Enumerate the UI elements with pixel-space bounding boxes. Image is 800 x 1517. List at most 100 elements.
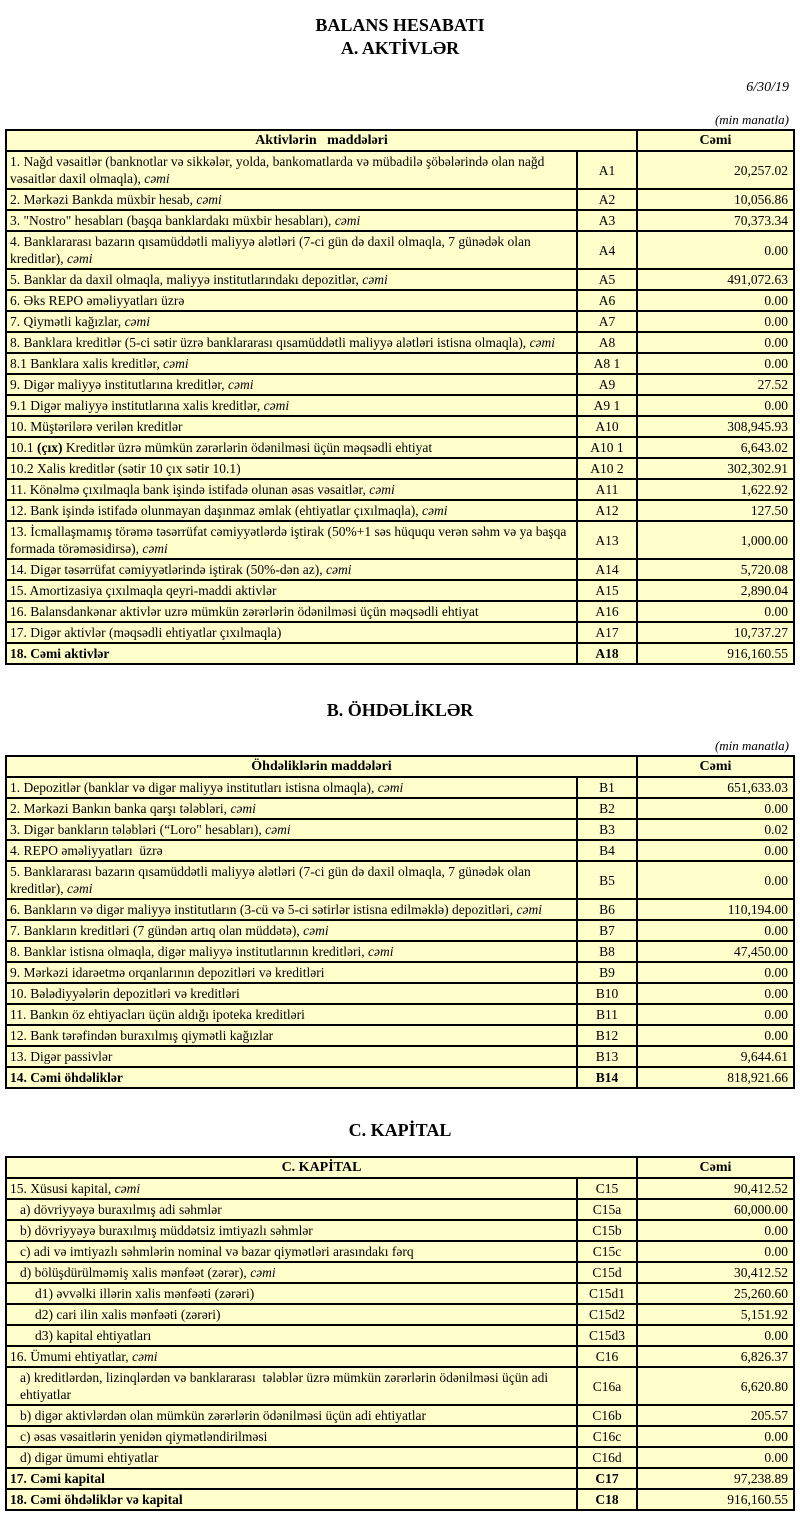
capital-total-header: Cəmi <box>636 1156 795 1179</box>
row-value: 0.02 <box>636 818 795 841</box>
row-label: 15. Xüsusi kapital, cəmi <box>5 1177 578 1200</box>
table-row: 9. Digər maliyyə institutlarına kreditlə… <box>5 373 795 396</box>
row-code: C17 <box>575 1467 639 1490</box>
table-row: 11. Bankın öz ehtiyacları üçün aldığı ip… <box>5 1003 795 1026</box>
assets-total-header: Cəmi <box>636 129 795 152</box>
row-code: B5 <box>575 860 639 900</box>
row-label: 2. Mərkəzi Bankın banka qarşı tələbləri,… <box>5 797 578 820</box>
row-label: 9. Mərkəzi idarəetmə orqanlarının depozi… <box>5 961 578 984</box>
row-label: 13. Digər passivlər <box>5 1045 578 1068</box>
table-row: d3) kapital ehtiyatları C15d3 0.00 <box>5 1324 795 1347</box>
row-value: 70,373.34 <box>636 209 795 232</box>
row-value: 90,412.52 <box>636 1177 795 1200</box>
row-label: 9. Digər maliyyə institutlarına kreditlə… <box>5 373 578 396</box>
row-code: A9 <box>575 373 639 396</box>
row-label: 12. Bank tərəfindən buraxılmış qiymətli … <box>5 1024 578 1047</box>
row-code: B7 <box>575 919 639 942</box>
row-code: B2 <box>575 797 639 820</box>
row-code: C16c <box>575 1425 639 1448</box>
row-code: C15d <box>575 1261 639 1284</box>
assets-items-header: Aktivlərin maddələri <box>5 129 638 152</box>
row-value: 0.00 <box>636 1219 795 1242</box>
row-label: 7. Bankların kreditləri (7 gündən artıq … <box>5 919 578 942</box>
row-label: 9.1 Digər maliyyə institutlarına xalis k… <box>5 394 578 417</box>
row-code: B12 <box>575 1024 639 1047</box>
row-code: A11 <box>575 478 639 501</box>
section-c-title: C. KAPİTAL <box>348 1120 452 1140</box>
row-value: 0.00 <box>636 982 795 1005</box>
table-row: 5. Banklar da daxil olmaqla, maliyyə ins… <box>5 268 795 291</box>
row-label: 10. Bələdiyyələrin depozitləri və kredit… <box>5 982 578 1005</box>
row-value: 818,921.66 <box>636 1066 795 1089</box>
row-value: 10,737.27 <box>636 621 795 644</box>
row-value: 0.00 <box>636 1024 795 1047</box>
row-code: B14 <box>575 1066 639 1089</box>
table-row: 7. Bankların kreditləri (7 gündən artıq … <box>5 919 795 942</box>
row-code: A10 2 <box>575 457 639 480</box>
row-label: 7. Qiymətli kağızlar, cəmi <box>5 310 578 333</box>
row-code: B9 <box>575 961 639 984</box>
row-label: a) dövriyyəyə buraxılmış adi səhmlər <box>5 1198 578 1221</box>
row-label: d3) kapital ehtiyatları <box>5 1324 578 1347</box>
table-row: 3. "Nostro" hesabları (başqa banklardakı… <box>5 209 795 232</box>
row-value: 5,720.08 <box>636 558 795 581</box>
table-row: 10.2 Xalis kreditlər (sətir 10 çıx sətir… <box>5 457 795 480</box>
row-label: b) digər aktivlərdən olan mümkün zərərlə… <box>5 1404 578 1427</box>
row-code: C15d1 <box>575 1282 639 1305</box>
row-label: d1) əvvəlki illərin xalis mənfəəti (zərə… <box>5 1282 578 1305</box>
row-code: A4 <box>575 230 639 270</box>
spacer <box>5 1142 795 1156</box>
row-value: 0.00 <box>636 230 795 270</box>
table-row: a) kreditlərdən, lizinqlərdən və banklar… <box>5 1366 795 1406</box>
document-title: BALANS HESABATI <box>315 15 485 35</box>
row-code: B3 <box>575 818 639 841</box>
row-label: 11. Bankın öz ehtiyacları üçün aldığı ip… <box>5 1003 578 1026</box>
document-title-block: BALANS HESABATI A. AKTİVLƏR <box>5 14 795 60</box>
row-label: 18. Cəmi öhdəliklər və kapital <box>5 1488 578 1511</box>
assets-table: Aktivlərin maddələri Cəmi 1. Nağd vəsait… <box>5 129 795 665</box>
row-value: 110,194.00 <box>636 898 795 921</box>
row-value: 60,000.00 <box>636 1198 795 1221</box>
table-row: 2. Mərkəzi Bankın banka qarşı tələbləri,… <box>5 797 795 820</box>
row-label: a) kreditlərdən, lizinqlərdən və banklar… <box>5 1366 578 1406</box>
row-code: B11 <box>575 1003 639 1026</box>
row-label: 11. Könəlmə çıxılmaqla bank işində istif… <box>5 478 578 501</box>
row-code: C15d2 <box>575 1303 639 1326</box>
row-code: C18 <box>575 1488 639 1511</box>
row-label: 10. Müştərilərə verilən kreditlər <box>5 415 578 438</box>
table-row: b) digər aktivlərdən olan mümkün zərərlə… <box>5 1404 795 1427</box>
table-row: 12. Bank işində istifadə olunmayan daşın… <box>5 499 795 522</box>
section-b-title: B. ÖHDƏLİKLƏR <box>326 700 474 720</box>
row-code: B13 <box>575 1045 639 1068</box>
row-value: 0.00 <box>636 961 795 984</box>
row-label: 3. Digər bankların tələbləri (“Loro" hes… <box>5 818 578 841</box>
unit-note-b: (min manatla) <box>714 738 789 753</box>
unit-note-a: (min manatla) <box>714 112 789 127</box>
row-value: 6,826.37 <box>636 1345 795 1368</box>
row-code: A8 <box>575 331 639 354</box>
row-code: B6 <box>575 898 639 921</box>
row-code: A18 <box>575 642 639 665</box>
capital-table: C. KAPİTAL Cəmi 15. Xüsusi kapital, cəmi… <box>5 1156 795 1511</box>
row-code: A13 <box>575 520 639 560</box>
row-label: 6. Bankların və digər maliyyə institutla… <box>5 898 578 921</box>
table-row: d1) əvvəlki illərin xalis mənfəəti (zərə… <box>5 1282 795 1305</box>
row-label: 1. Nağd vəsaitlər (banknotlar və sikkələ… <box>5 150 578 190</box>
row-value: 1,000.00 <box>636 520 795 560</box>
liabilities-total-header: Cəmi <box>636 755 795 778</box>
row-code: A14 <box>575 558 639 581</box>
row-value: 0.00 <box>636 1425 795 1448</box>
table-row: 11. Könəlmə çıxılmaqla bank işində istif… <box>5 478 795 501</box>
table-row: 6. Bankların və digər maliyyə institutla… <box>5 898 795 921</box>
row-label: 18. Cəmi aktivlər <box>5 642 578 665</box>
row-code: A10 <box>575 415 639 438</box>
row-label: 4. REPO əməliyyatları üzrə <box>5 839 578 862</box>
liabilities-table: Öhdəliklərin maddələri Cəmi 1. Depozitlə… <box>5 755 795 1089</box>
row-value: 0.00 <box>636 839 795 862</box>
row-value: 0.00 <box>636 352 795 375</box>
row-label: 6. Əks REPO əməliyyatları üzrə <box>5 289 578 312</box>
row-label: 16. Ümumi ehtiyatlar, cəmi <box>5 1345 578 1368</box>
row-code: B8 <box>575 940 639 963</box>
row-label: 2. Mərkəzi Bankda müxbir hesab, cəmi <box>5 188 578 211</box>
table-row: c) adi və imtiyazlı səhmlərin nominal və… <box>5 1240 795 1263</box>
